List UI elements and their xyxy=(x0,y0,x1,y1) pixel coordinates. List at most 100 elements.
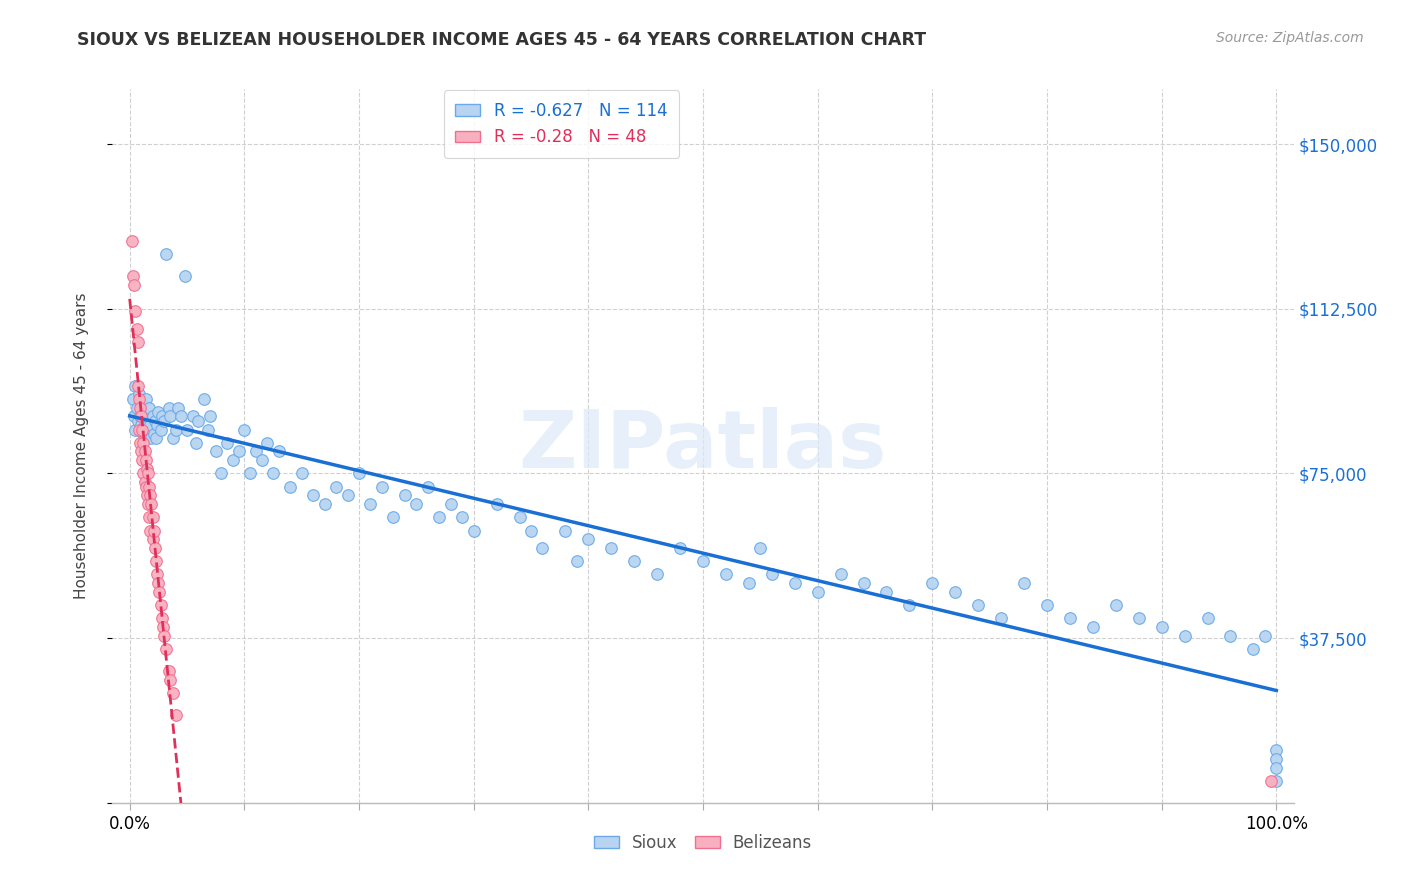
Point xyxy=(336,488,359,502)
Point xyxy=(132,467,155,481)
Point xyxy=(134,414,156,428)
Point xyxy=(967,598,990,612)
Point xyxy=(142,426,165,441)
Point xyxy=(148,576,170,591)
Point xyxy=(138,480,160,494)
Point xyxy=(134,475,156,490)
Legend: Sioux, Belizeans: Sioux, Belizeans xyxy=(588,828,818,859)
Point xyxy=(135,453,157,467)
Point xyxy=(131,423,153,437)
Point xyxy=(129,396,152,410)
Point xyxy=(1254,629,1277,643)
Point xyxy=(256,435,278,450)
Point xyxy=(135,409,157,424)
Point xyxy=(131,405,153,419)
Point xyxy=(131,453,153,467)
Point xyxy=(136,497,159,511)
Point xyxy=(761,567,783,582)
Point xyxy=(138,510,160,524)
Point xyxy=(921,576,943,591)
Point xyxy=(159,409,181,424)
Point xyxy=(143,541,166,555)
Point xyxy=(554,524,576,538)
Point xyxy=(128,387,150,401)
Point xyxy=(1265,752,1288,766)
Point xyxy=(830,567,852,582)
Point xyxy=(669,541,692,555)
Point xyxy=(149,423,172,437)
Point xyxy=(1174,629,1197,643)
Point xyxy=(148,405,170,419)
Point xyxy=(1265,773,1288,788)
Point xyxy=(1260,773,1282,788)
Point xyxy=(463,524,485,538)
Point xyxy=(159,673,181,687)
Point xyxy=(371,480,394,494)
Point xyxy=(520,524,543,538)
Point xyxy=(135,480,157,494)
Point xyxy=(245,444,267,458)
Y-axis label: Householder Income Ages 45 - 64 years: Householder Income Ages 45 - 64 years xyxy=(75,293,89,599)
Point xyxy=(1036,598,1059,612)
Point xyxy=(142,510,165,524)
Point xyxy=(209,467,232,481)
Point xyxy=(1128,611,1150,625)
Point xyxy=(146,418,169,433)
Point xyxy=(122,277,145,292)
Point xyxy=(129,418,152,433)
Point xyxy=(153,414,176,428)
Point xyxy=(176,423,198,437)
Point xyxy=(239,467,262,481)
Point xyxy=(129,435,152,450)
Point xyxy=(132,435,155,450)
Point xyxy=(1012,576,1035,591)
Point xyxy=(749,541,772,555)
Point xyxy=(141,431,163,445)
Point xyxy=(146,567,169,582)
Point xyxy=(485,497,508,511)
Point xyxy=(807,585,830,599)
Point xyxy=(142,409,165,424)
Point xyxy=(509,510,531,524)
Point xyxy=(145,554,167,568)
Point xyxy=(134,444,156,458)
Point xyxy=(325,480,347,494)
Point xyxy=(990,611,1012,625)
Point xyxy=(233,423,256,437)
Point xyxy=(129,409,152,424)
Point xyxy=(187,414,209,428)
Point xyxy=(193,392,215,406)
Point xyxy=(129,401,152,415)
Point xyxy=(222,453,245,467)
Point xyxy=(278,480,301,494)
Point xyxy=(145,431,167,445)
Point xyxy=(267,444,290,458)
Point xyxy=(181,409,204,424)
Point xyxy=(198,409,221,424)
Point xyxy=(165,423,187,437)
Point xyxy=(155,642,177,657)
Point xyxy=(228,444,250,458)
Point xyxy=(1265,743,1288,757)
Point xyxy=(217,435,239,450)
Text: ZIPatlas: ZIPatlas xyxy=(519,407,887,485)
Point xyxy=(250,453,273,467)
Point xyxy=(738,576,761,591)
Point xyxy=(124,378,146,392)
Point xyxy=(714,567,737,582)
Point xyxy=(291,467,314,481)
Point xyxy=(135,392,157,406)
Point xyxy=(162,431,184,445)
Point xyxy=(1197,611,1219,625)
Point xyxy=(302,488,325,502)
Point xyxy=(186,435,208,450)
Text: SIOUX VS BELIZEAN HOUSEHOLDER INCOME AGES 45 - 64 YEARS CORRELATION CHART: SIOUX VS BELIZEAN HOUSEHOLDER INCOME AGE… xyxy=(77,31,927,49)
Point xyxy=(262,467,284,481)
Point xyxy=(197,423,219,437)
Point xyxy=(382,510,405,524)
Point xyxy=(359,497,381,511)
Point xyxy=(394,488,416,502)
Point xyxy=(565,554,588,568)
Point xyxy=(427,510,450,524)
Point xyxy=(132,426,155,441)
